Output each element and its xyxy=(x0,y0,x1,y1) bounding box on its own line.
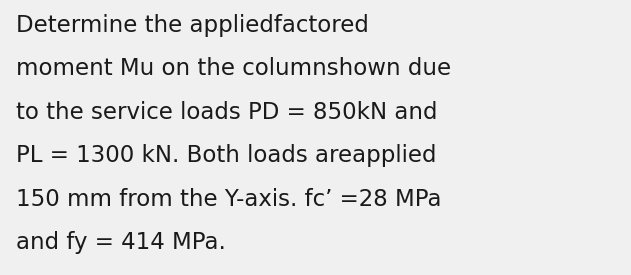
Text: Determine the appliedfactored: Determine the appliedfactored xyxy=(16,14,369,37)
Text: PL = 1300 kN. Both loads areapplied: PL = 1300 kN. Both loads areapplied xyxy=(16,144,436,167)
Text: 150 mm from the Y-axis. fc’ =28 MPa: 150 mm from the Y-axis. fc’ =28 MPa xyxy=(16,188,441,211)
Text: moment Mu on the columnshown due: moment Mu on the columnshown due xyxy=(16,57,451,80)
Text: to the service loads PD = 850kN and: to the service loads PD = 850kN and xyxy=(16,101,437,124)
Text: and fy = 414 MPa.: and fy = 414 MPa. xyxy=(16,231,226,254)
